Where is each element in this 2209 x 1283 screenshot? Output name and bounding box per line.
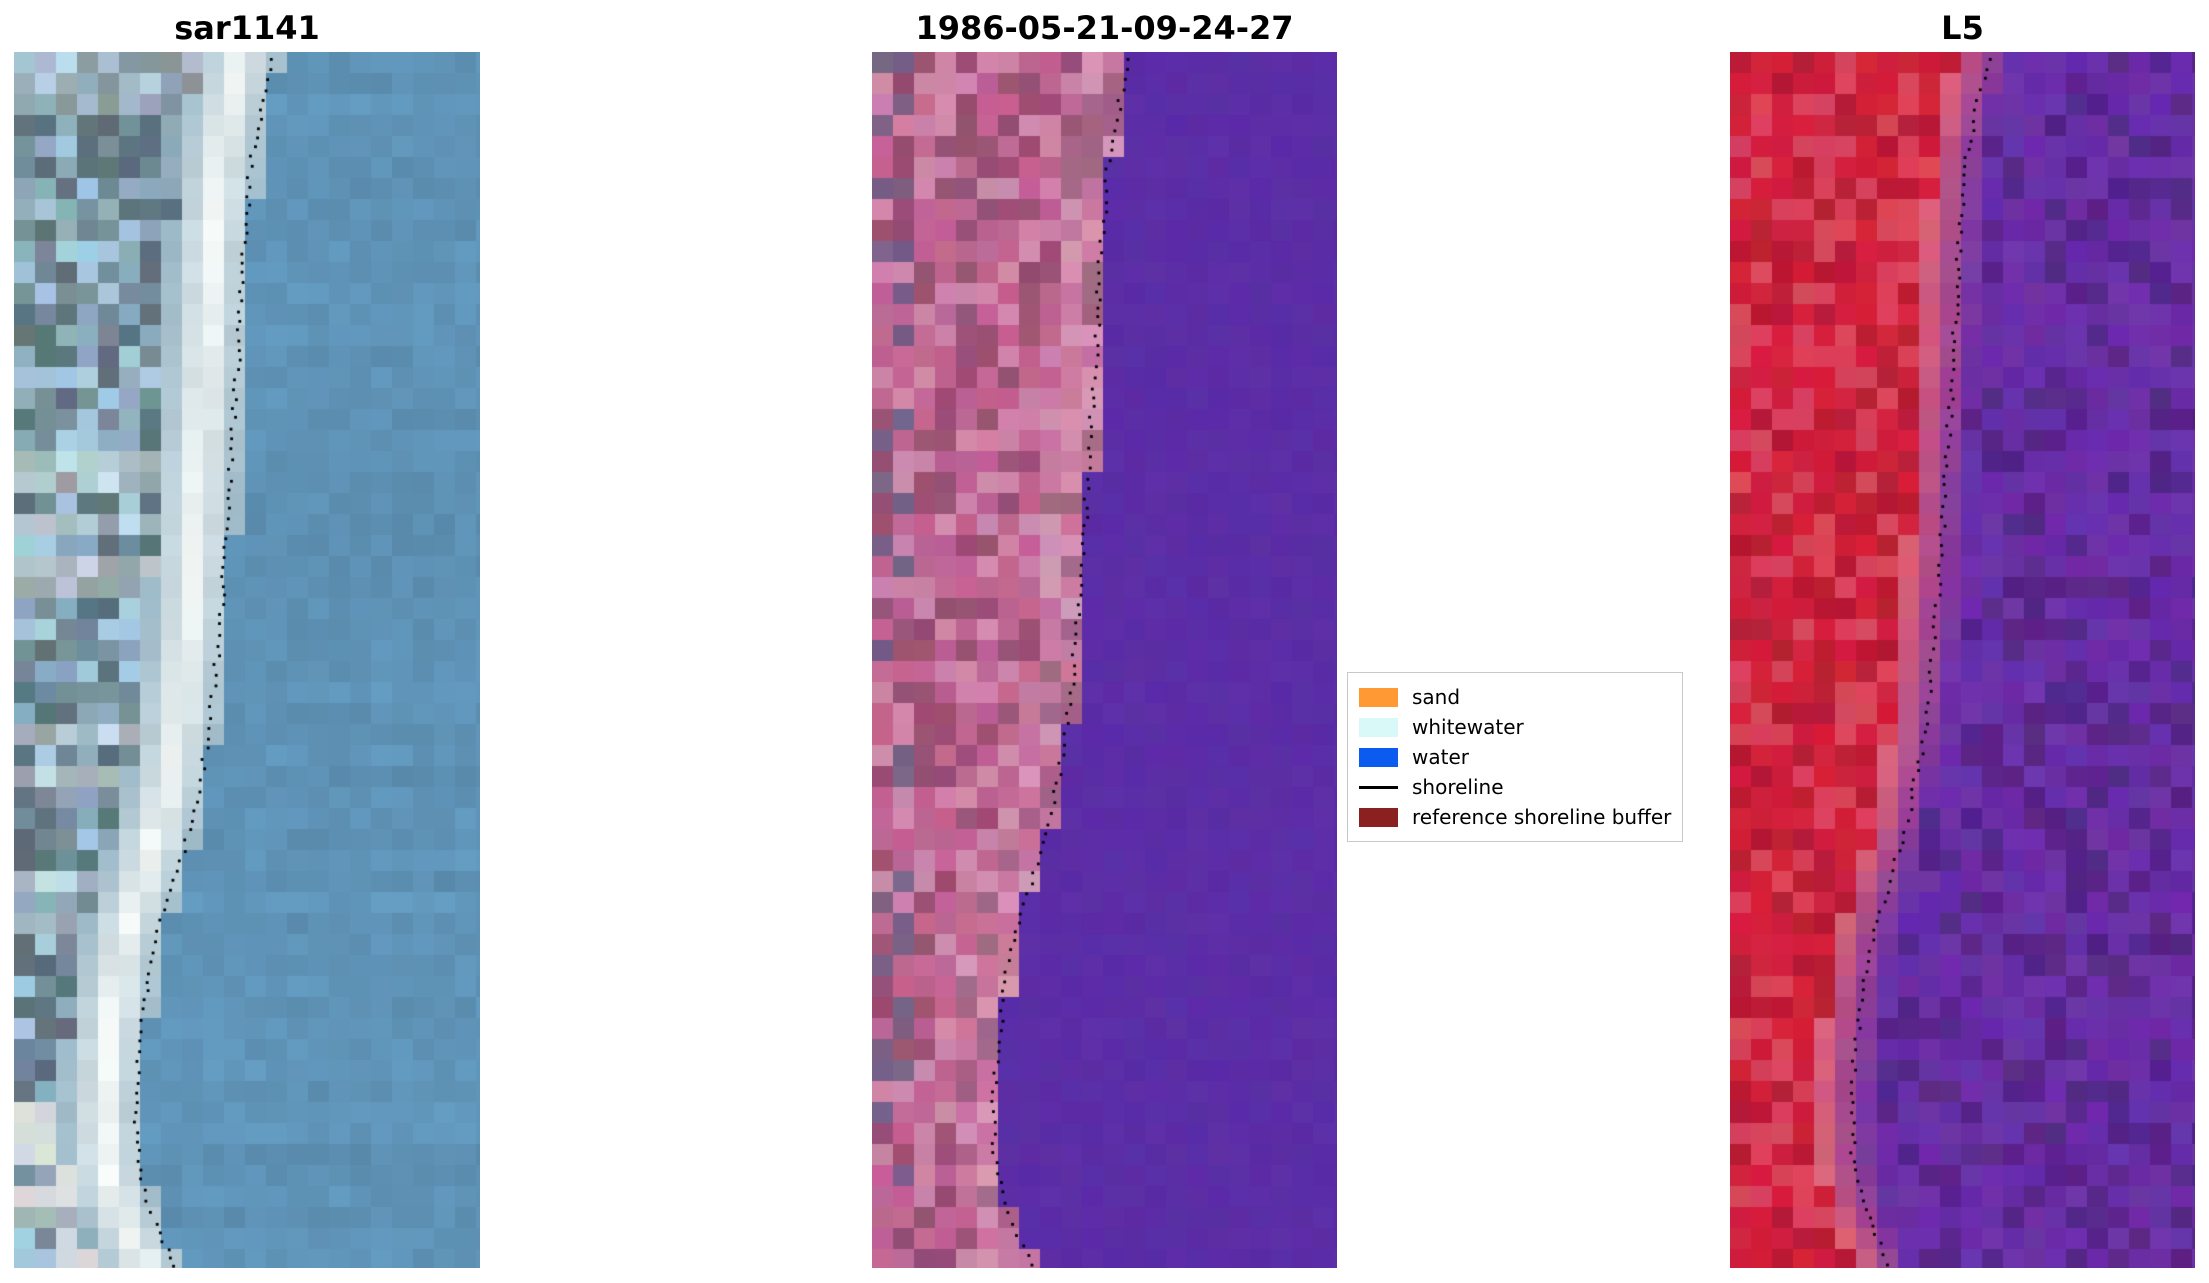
legend-label-shoreline: shoreline xyxy=(1412,775,1504,799)
whitewater-color-swatch xyxy=(1359,717,1398,737)
reference-buffer-color-swatch xyxy=(1359,807,1398,827)
panel-title-date: 1986-05-21-09-24-27 xyxy=(915,9,1294,47)
l5-satellite-image xyxy=(1730,52,2195,1268)
legend-item-reference-buffer: reference shoreline buffer xyxy=(1359,802,1671,832)
legend-label-sand: sand xyxy=(1412,685,1461,709)
sand-color-swatch xyxy=(1359,687,1398,707)
panel-title-l5: L5 xyxy=(1941,9,1984,47)
legend-label-water: water xyxy=(1412,745,1469,769)
legend-item-sand: sand xyxy=(1359,682,1671,712)
water-color-swatch xyxy=(1359,747,1398,767)
legend-item-shoreline: shoreline xyxy=(1359,772,1671,802)
legend: sand whitewater water shoreline referenc… xyxy=(1347,672,1684,842)
shoreline-line-swatch xyxy=(1359,785,1398,789)
legend-label-reference-buffer: reference shoreline buffer xyxy=(1412,805,1672,829)
legend-item-water: water xyxy=(1359,742,1671,772)
sar-satellite-image xyxy=(14,52,480,1268)
legend-label-whitewater: whitewater xyxy=(1412,715,1524,739)
classified-image xyxy=(872,52,1337,1268)
panel-title-sar1141: sar1141 xyxy=(174,9,320,47)
legend-item-whitewater: whitewater xyxy=(1359,712,1671,742)
